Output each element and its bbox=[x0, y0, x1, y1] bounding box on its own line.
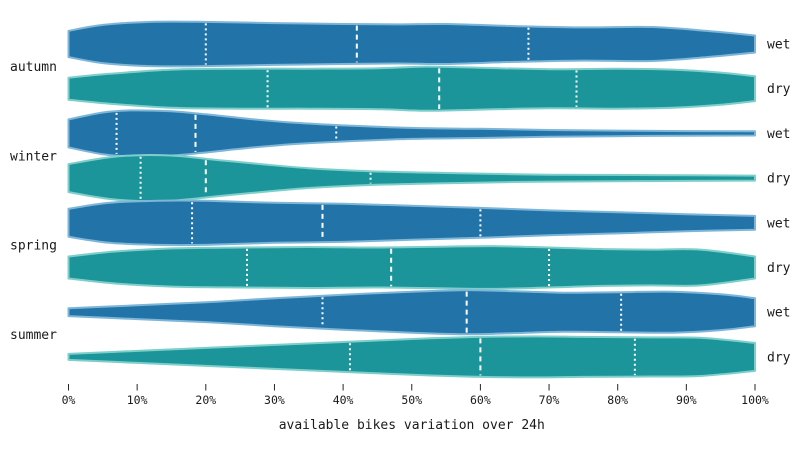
season-label-winter: winter bbox=[10, 149, 57, 164]
violin-autumn-wet bbox=[67, 20, 756, 68]
condition-label-autumn-wet: wet bbox=[767, 38, 790, 53]
violin-spring-wet bbox=[67, 199, 756, 247]
violin-summer-dry bbox=[67, 335, 756, 379]
x-tick-label: 10% bbox=[127, 393, 148, 407]
season-label-summer: summer bbox=[10, 328, 57, 343]
violin-winter-dry bbox=[67, 154, 756, 203]
x-tick-label: 30% bbox=[264, 393, 285, 407]
x-axis-title: available bikes variation over 24h bbox=[279, 418, 545, 433]
x-tick-label: 50% bbox=[401, 393, 422, 407]
condition-label-winter-dry: dry bbox=[767, 172, 791, 187]
violin-winter-wet bbox=[67, 109, 756, 158]
season-label-spring: spring bbox=[10, 239, 57, 254]
condition-label-winter-wet: wet bbox=[767, 127, 790, 142]
violin-spring-dry bbox=[67, 245, 756, 290]
violin-autumn-dry bbox=[67, 65, 756, 112]
x-tick-label: 80% bbox=[607, 393, 628, 407]
x-tick-label: 100% bbox=[741, 393, 769, 407]
x-tick-label: 0% bbox=[62, 393, 76, 407]
x-tick-label: 20% bbox=[195, 393, 216, 407]
violin-summer-wet bbox=[67, 289, 756, 336]
condition-label-spring-wet: wet bbox=[767, 216, 790, 231]
x-tick-label: 40% bbox=[333, 393, 354, 407]
season-label-autumn: autumn bbox=[10, 60, 57, 75]
condition-label-summer-dry: dry bbox=[767, 350, 791, 365]
condition-label-autumn-dry: dry bbox=[767, 82, 791, 97]
x-tick-label: 60% bbox=[470, 393, 491, 407]
condition-label-spring-dry: dry bbox=[767, 261, 791, 276]
condition-label-summer-wet: wet bbox=[767, 306, 790, 321]
x-tick-label: 70% bbox=[539, 393, 560, 407]
x-tick-label: 90% bbox=[676, 393, 697, 407]
